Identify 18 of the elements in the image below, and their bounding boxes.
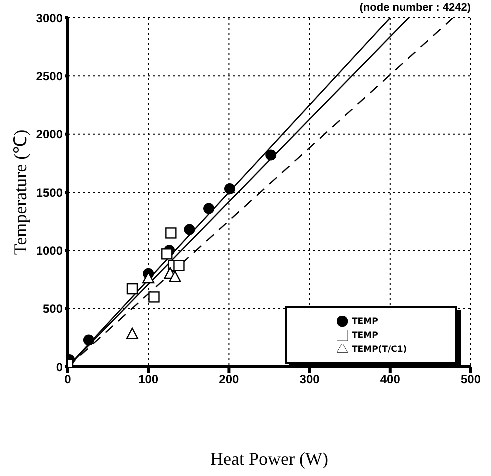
y-tick-label: 500 [42,302,64,316]
x-axis-title: Heat Power (W) [210,449,328,469]
x-tick-label: 100 [138,372,159,387]
x-tick-label: 500 [460,372,482,387]
legend-label: TEMP [352,331,378,341]
y-tick-label: 1000 [36,244,64,258]
x-tick-label: 200 [219,372,240,387]
legend-label: TEMP(T/C1) [352,345,408,355]
y-tick-label: 2000 [36,128,64,142]
y-axis-title: Temperature (℃) [10,130,30,256]
x-tick-label: 300 [300,372,320,387]
legend-label: TEMP [352,317,378,327]
y-tick-label: 3000 [36,11,64,26]
x-tick-label: 400 [380,372,401,387]
y-tick-label: 1500 [36,186,64,200]
y-tick-label: 0 [56,360,64,374]
y-tick-label: 2500 [36,69,64,84]
chart-title: (node number : 4242) [360,2,471,14]
